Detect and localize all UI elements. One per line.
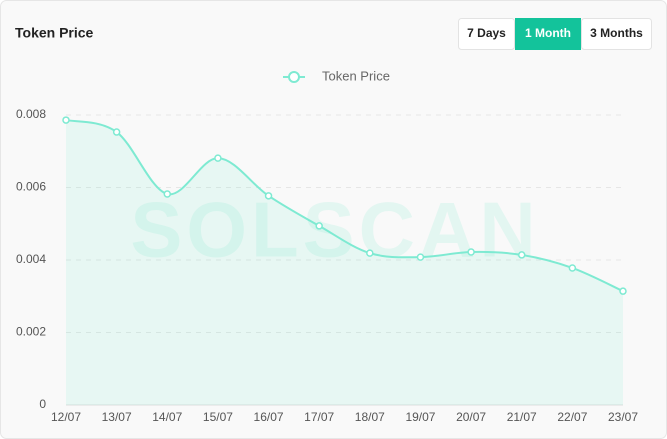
x-tick-label: 13/07	[102, 410, 132, 424]
button-label: 7 Days	[467, 26, 506, 40]
y-tick-label: 0.006	[16, 180, 46, 194]
x-tick-label: 15/07	[203, 410, 233, 424]
button-label: 1 Month	[525, 26, 571, 40]
y-tick-label: 0	[39, 397, 46, 411]
y-tick-label: 0.004	[16, 252, 46, 266]
data-point	[416, 253, 425, 261]
x-tick-label: 23/07	[608, 410, 638, 424]
y-tick-label: 0.008	[16, 107, 46, 121]
button-background	[458, 18, 515, 50]
data-point	[163, 190, 172, 198]
range-button[interactable]: 1 Month	[515, 18, 581, 50]
button-background	[515, 18, 581, 50]
data-point	[62, 116, 70, 124]
x-tick-label: 18/07	[355, 410, 385, 424]
x-tick-label: 20/07	[456, 410, 486, 424]
x-tick-label: 17/07	[304, 410, 334, 424]
data-point	[619, 287, 627, 295]
x-tick-label: 22/07	[557, 410, 587, 424]
legend-label: Token Price	[322, 68, 390, 83]
x-tick-label: 19/07	[405, 410, 435, 424]
x-tick-label: 14/07	[152, 410, 182, 424]
data-point	[214, 154, 222, 162]
data-point	[264, 192, 273, 200]
button-label: 3 Months	[590, 26, 643, 40]
data-point	[517, 251, 526, 259]
range-button[interactable]: 3 Months	[581, 18, 652, 50]
watermark: SOLSCAN	[130, 186, 539, 274]
card-title: Token Price	[15, 25, 94, 41]
data-point	[112, 128, 121, 136]
data-point	[366, 249, 374, 257]
data-point	[467, 248, 475, 256]
data-point	[315, 222, 323, 230]
button-background	[581, 18, 652, 50]
data-point	[568, 264, 577, 272]
x-tick-label: 12/07	[51, 410, 81, 424]
x-tick-label: 16/07	[254, 410, 284, 424]
y-tick-label: 0.002	[16, 325, 46, 339]
legend-marker	[288, 71, 300, 83]
price-area	[66, 120, 623, 405]
range-button[interactable]: 7 Days	[458, 18, 515, 50]
x-tick-label: 21/07	[507, 410, 537, 424]
